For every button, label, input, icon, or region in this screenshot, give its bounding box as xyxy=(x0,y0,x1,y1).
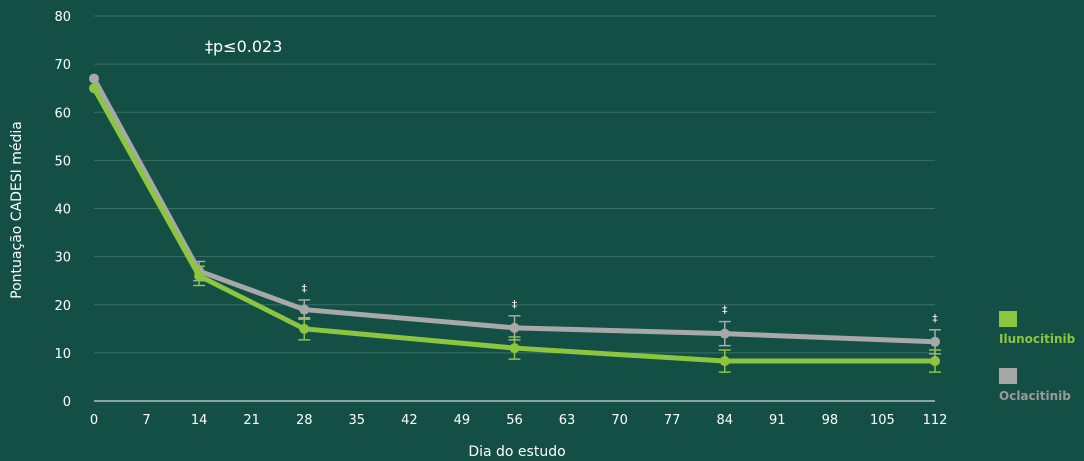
x-tick-label-56: 56 xyxy=(506,413,523,428)
y-tick-label-10: 10 xyxy=(54,347,71,362)
x-tick-label-84: 84 xyxy=(716,413,733,428)
series-line-oclacitinib xyxy=(91,76,938,345)
x-axis-label: Dia do estudo xyxy=(468,444,565,460)
y-tick-label-70: 70 xyxy=(54,58,71,73)
significance-marker-112: ‡ xyxy=(932,312,938,325)
legend-label-ilunocitinib: Ilunocitinib xyxy=(999,332,1076,346)
axes: 0 10 20 30 40 50 60 70 80 0 7 14 21 28 35 42 49 56 63 70 77 8… xyxy=(54,10,947,428)
x-tick-label-63: 63 xyxy=(559,413,576,428)
point-oclacitinib-112 xyxy=(930,336,940,347)
y-axis-label: Pontuação CADESI média xyxy=(9,121,25,299)
x-tick-label-21: 21 xyxy=(243,413,260,428)
point-ilunocitinib-0 xyxy=(89,83,99,94)
x-tick-label-105: 105 xyxy=(870,413,895,428)
x-tick-label-112: 112 xyxy=(923,413,948,428)
y-tick-label-50: 50 xyxy=(54,154,71,169)
legend-label-oclacitinib: Oclacitinib xyxy=(999,389,1071,403)
series-line-ilunocitinib xyxy=(91,85,938,364)
point-ilunocitinib-112 xyxy=(930,356,940,367)
x-tick-label-70: 70 xyxy=(611,413,628,428)
point-ilunocitinib-56 xyxy=(509,343,520,354)
significance-marker-28: ‡ xyxy=(302,282,308,295)
x-tick-label-35: 35 xyxy=(349,413,366,428)
point-ilunocitinib-28 xyxy=(299,323,310,334)
point-oclacitinib-0 xyxy=(89,73,99,84)
significance-marker-84: ‡ xyxy=(722,304,728,317)
grid-lines xyxy=(94,15,935,354)
point-ilunocitinib-14 xyxy=(194,270,205,281)
x-tick-label-77: 77 xyxy=(664,413,681,428)
point-oclacitinib-56 xyxy=(509,322,520,333)
legend-swatch-oclacitinib xyxy=(999,368,1017,384)
x-tick-label-98: 98 xyxy=(822,413,839,428)
legend-swatch-ilunocitinib xyxy=(999,311,1017,327)
legend-item-ilunocitinib: Ilunocitinib xyxy=(999,311,1075,346)
y-tick-label-40: 40 xyxy=(54,203,71,218)
significance-marker-56: ‡ xyxy=(512,298,518,311)
point-ilunocitinib-84 xyxy=(719,356,730,367)
y-tick-label-30: 30 xyxy=(54,251,71,266)
x-tick-label-49: 49 xyxy=(454,413,471,428)
x-tick-label-28: 28 xyxy=(296,413,313,428)
series-group xyxy=(89,73,941,373)
x-tick-label-91: 91 xyxy=(769,413,786,428)
legend-item-oclacitinib: Oclacitinib xyxy=(999,368,1075,403)
x-tick-label-14: 14 xyxy=(191,413,208,428)
point-oclacitinib-28 xyxy=(299,304,310,315)
y-tick-label-80: 80 xyxy=(54,10,71,25)
x-tick-label-7: 7 xyxy=(142,413,150,428)
y-tick-label-20: 20 xyxy=(54,299,71,314)
y-tick-label-60: 60 xyxy=(54,106,71,121)
point-oclacitinib-84 xyxy=(719,328,730,339)
significance-annotation: ‡p≤0.023 xyxy=(205,37,282,56)
legend: Ilunocitinib Oclacitinib xyxy=(999,311,1075,425)
y-tick-label-0: 0 xyxy=(63,395,71,410)
x-tick-label-0: 0 xyxy=(90,413,98,428)
x-tick-label-42: 42 xyxy=(401,413,418,428)
